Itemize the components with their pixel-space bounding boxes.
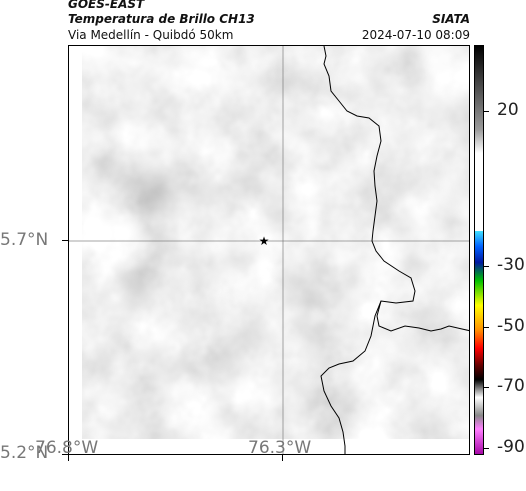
map-canvas: ★ [69, 46, 469, 454]
colorbar-label-m70: -70 [497, 376, 525, 396]
colorbar-label-20: 20 [497, 100, 519, 120]
colorbar-label-m90: -90 [497, 437, 525, 457]
lon-label-1: 76.8°W [35, 438, 99, 458]
star-icon: ★ [259, 234, 270, 248]
lon-label-2: 76.3°W [248, 438, 312, 458]
colorbar-tick [484, 387, 489, 388]
cloud-highlight [82, 46, 469, 439]
colorbar-label-m30: -30 [497, 255, 525, 275]
lat-label-2: 5.2°N [0, 443, 49, 463]
region-subtitle: Via Medellín - Quibdó 50km [68, 28, 234, 42]
coastline-border [323, 46, 469, 332]
satellite-map[interactable]: ★ [68, 45, 470, 455]
lat-tick [62, 454, 68, 455]
lat-tick [62, 240, 68, 241]
datetime-label: 2024-07-10 08:09 [361, 28, 470, 42]
product-title: Temperatura de Brillo CH13 [68, 12, 255, 26]
colorbar-tick [484, 327, 489, 328]
colorbar [474, 45, 484, 455]
colorbar-gradient [475, 46, 483, 454]
satellite-title: GOES-EAST [68, 0, 145, 11]
org-label: SIATA [432, 12, 470, 26]
lat-label-1: 5.7°N [0, 230, 49, 250]
lon-tick [68, 455, 69, 461]
colorbar-tick [484, 111, 489, 112]
lon-tick [282, 455, 283, 461]
river-border [320, 300, 382, 454]
colorbar-tick [484, 448, 489, 449]
colorbar-label-m50: -50 [497, 316, 525, 336]
colorbar-tick [484, 266, 489, 267]
